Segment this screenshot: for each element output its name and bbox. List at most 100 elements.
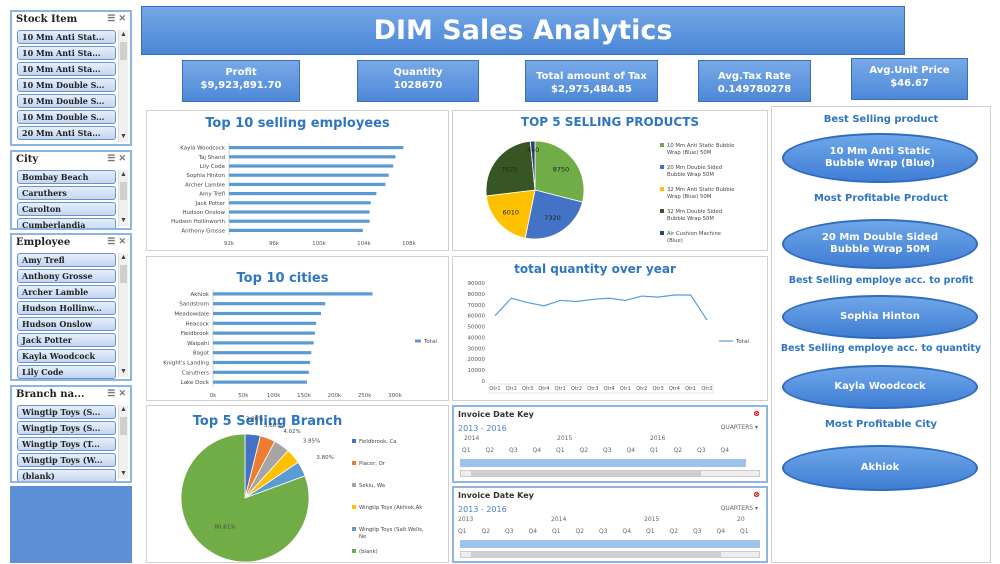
chart-title: Top 5 Selling Branch: [192, 414, 343, 429]
timeline-quarter[interactable]: Q3: [509, 447, 518, 454]
slicer-item[interactable]: Hudson Hollinw...: [17, 301, 116, 315]
slicer-item[interactable]: Archer Lamble: [17, 285, 116, 299]
clear-filter-icon[interactable]: ⊗: [753, 409, 760, 418]
scroll-thumb[interactable]: [120, 42, 127, 60]
insight-label: Best Selling employe acc. to quantity: [780, 343, 982, 354]
slicer-item[interactable]: 10 Mm Double S...: [17, 110, 116, 124]
timeline-quarter[interactable]: Q1: [646, 528, 655, 535]
timeline-quarter[interactable]: Q3: [693, 528, 702, 535]
slicer-item[interactable]: Wingtip Toys (W...: [17, 453, 116, 467]
timeline-quarter[interactable]: Q2: [673, 447, 683, 454]
timeline-quarter[interactable]: Q1: [458, 528, 467, 535]
y-tick-label: Knight's Landing: [163, 361, 209, 367]
scroll-thumb[interactable]: [120, 417, 127, 435]
timeline-scrollbar[interactable]: [460, 551, 760, 558]
y-tick-label: Sophia Hinton: [186, 173, 225, 179]
scroll-down-icon[interactable]: ▼: [120, 368, 127, 375]
slicer-item[interactable]: 10 Mm Double S...: [17, 94, 116, 108]
timeline-quarter[interactable]: Q1: [462, 447, 471, 454]
scroll-up-icon[interactable]: ▲: [120, 31, 127, 38]
timeline-invoice-date-1[interactable]: Invoice Date Key ⊗ 2013 - 2016 QUARTERS ▾ …: [452, 405, 768, 483]
slicer-item[interactable]: (blank): [17, 469, 116, 481]
timeline-quarter[interactable]: Q4: [528, 528, 538, 535]
timeline-quarter[interactable]: Q1: [556, 447, 565, 454]
timeline-quarter[interactable]: Q2: [579, 447, 589, 454]
slicer-item[interactable]: 10 Mm Double S...: [17, 78, 116, 92]
data-label: 3.86%: [264, 423, 281, 429]
x-tick-label: 96k: [269, 241, 280, 247]
timeline-scrollbar[interactable]: [460, 470, 760, 477]
timeline-quarter[interactable]: Q2: [485, 447, 495, 454]
slicer-stock-item[interactable]: Stock Item ☰ ✕ 10 Mm Anti Stat... 10 Mm A…: [10, 10, 132, 146]
scrollbar[interactable]: ▲ ▼: [118, 253, 128, 377]
slicer-item[interactable]: Hudson Onslow: [17, 317, 116, 331]
slicer-item[interactable]: Wingtip Toys (S...: [17, 405, 116, 419]
clear-filter-icon[interactable]: ☰ ✕: [107, 237, 126, 247]
slicer-city[interactable]: City ☰ ✕ Bombay Beach Caruthers Carolton …: [10, 150, 132, 230]
slicer-item[interactable]: 10 Mm Anti Sta...: [17, 46, 116, 60]
scroll-thumb[interactable]: [471, 552, 721, 557]
clear-filter-icon[interactable]: ⊗: [753, 490, 760, 499]
timeline-unit-label: QUARTERS: [720, 424, 754, 431]
scroll-up-icon[interactable]: ▲: [120, 254, 127, 261]
scroll-thumb[interactable]: [120, 182, 127, 200]
slicer-item[interactable]: Wingtip Toys (T...: [17, 437, 116, 451]
scroll-down-icon[interactable]: ▼: [120, 470, 127, 477]
slicer-item[interactable]: 10 Mm Anti Stat...: [17, 30, 116, 44]
scroll-up-icon[interactable]: ▲: [120, 171, 127, 178]
slicer-item[interactable]: Lily Code: [17, 365, 116, 379]
y-tick-label: 0: [482, 379, 486, 385]
slicer-item[interactable]: Caruthers: [17, 186, 116, 200]
data-label: 6010: [502, 208, 519, 216]
timeline-quarter[interactable]: Q3: [603, 447, 612, 454]
y-tick-label: Meadowdale: [174, 312, 209, 318]
slicer-item[interactable]: 10 Mm Anti Sta...: [17, 62, 116, 76]
timeline-quarter[interactable]: Q3: [599, 528, 608, 535]
scroll-thumb[interactable]: [471, 471, 701, 476]
slicer-item[interactable]: 20 Mm Anti Sta...: [17, 126, 116, 140]
slicer-item[interactable]: Jack Potter: [17, 333, 116, 347]
top-products-chart: 8750 7320 6010 7670 460 10 Mm Anti Static Bub…: [485, 140, 734, 244]
scroll-down-icon[interactable]: ▼: [120, 133, 127, 140]
timeline-unit-dropdown[interactable]: QUARTERS ▾: [720, 505, 758, 512]
legend-label: Placer, Or: [359, 461, 386, 467]
slicer-item[interactable]: Kayla Woodcock: [17, 349, 116, 363]
timeline-quarter[interactable]: Q3: [505, 528, 514, 535]
timeline-quarter[interactable]: Q3: [697, 447, 706, 454]
slicer-branch[interactable]: Branch na... ☰ ✕ Wingtip Toys (S... Wingt…: [10, 385, 132, 483]
y-tick-label: Fieldbrook: [181, 331, 210, 337]
scroll-up-icon[interactable]: ▲: [120, 406, 127, 413]
slicer-item[interactable]: Wingtip Toys (S...: [17, 421, 116, 435]
timeline-quarter[interactable]: Q2: [481, 528, 491, 535]
timeline-quarter[interactable]: Q2: [669, 528, 679, 535]
timeline-selection-bar[interactable]: [460, 459, 746, 467]
slicer-item[interactable]: Anthony Grosse: [17, 269, 116, 283]
timeline-quarter[interactable]: Q4: [532, 447, 542, 454]
timeline-quarter[interactable]: Q1: [650, 447, 659, 454]
clear-filter-icon[interactable]: ☰ ✕: [107, 154, 126, 164]
timeline-quarter[interactable]: Q4: [622, 528, 632, 535]
data-label: 7320: [544, 214, 561, 222]
timeline-quarter[interactable]: Q1: [740, 528, 749, 535]
timeline-quarter[interactable]: Q1: [552, 528, 561, 535]
scroll-down-icon[interactable]: ▼: [120, 217, 127, 224]
slicer-item[interactable]: Amy Trefl: [17, 253, 116, 267]
slicer-item[interactable]: Bombay Beach: [17, 170, 116, 184]
timeline-quarter[interactable]: Q4: [720, 447, 730, 454]
timeline-quarter[interactable]: Q4: [716, 528, 726, 535]
slicer-item[interactable]: Cumberlandia: [17, 218, 116, 228]
scroll-thumb[interactable]: [120, 265, 127, 283]
timeline-quarter[interactable]: Q4: [626, 447, 636, 454]
clear-filter-icon[interactable]: ☰ ✕: [107, 14, 126, 24]
timeline-unit-dropdown[interactable]: QUARTERS ▾: [720, 424, 758, 431]
scrollbar[interactable]: ▲ ▼: [118, 30, 128, 142]
timeline-selection-bar[interactable]: [460, 540, 760, 548]
timeline-invoice-date-2[interactable]: Invoice Date Key ⊗ 2013 - 2016 QUARTERS ▾ …: [452, 486, 768, 563]
scrollbar[interactable]: ▲ ▼: [118, 170, 128, 226]
scrollbar[interactable]: ▲ ▼: [118, 405, 128, 479]
timeline-quarter[interactable]: Q2: [575, 528, 585, 535]
top-cities-chart: 0k 50k 100k 150k 200k 250k 300k Akhiok Sandstrom…: [163, 289, 437, 399]
slicer-item[interactable]: Carolton: [17, 202, 116, 216]
clear-filter-icon[interactable]: ☰ ✕: [107, 389, 126, 399]
slicer-employee[interactable]: Employee ☰ ✕ Amy Trefl Anthony Grosse Arc…: [10, 233, 132, 381]
